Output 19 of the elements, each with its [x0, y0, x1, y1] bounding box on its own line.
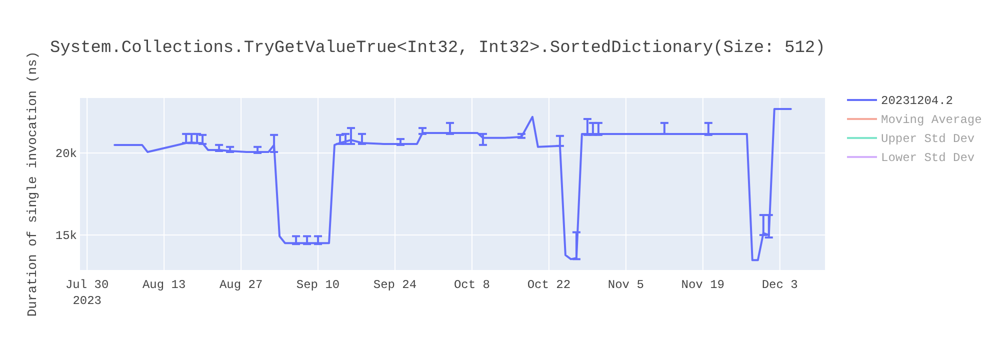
x-tick-label: Aug 27: [219, 278, 263, 292]
x-tick-label: Nov 19: [681, 278, 725, 292]
chart-title: System.Collections.TryGetValueTrue<Int32, Int32>.SortedDictionary(Size: 512): [50, 39, 826, 58]
legend-label: 20231204.2: [881, 94, 954, 108]
legend-label: Lower Std Dev: [881, 151, 975, 165]
x-tick-label: Oct 8: [454, 278, 490, 292]
x-tick-label: Dec 3: [762, 278, 798, 292]
x-tick-label: Nov 5: [608, 278, 644, 292]
legend-label: Moving Average: [881, 113, 982, 127]
x-tick-label: Oct 22: [527, 278, 571, 292]
x-tick-label: Jul 30 2023: [65, 278, 109, 308]
legend-label: Upper Std Dev: [881, 132, 975, 146]
x-tick-label: Sep 24: [373, 278, 417, 292]
x-tick-label: Sep 10: [296, 278, 340, 292]
line-series: [114, 108, 792, 262]
y-axis-title: Duration of single invocation (ns): [25, 51, 40, 317]
x-tick-label: Aug 13: [142, 278, 186, 292]
y-tick-label: 15k: [55, 229, 77, 244]
y-tick-label: 20k: [55, 146, 77, 161]
